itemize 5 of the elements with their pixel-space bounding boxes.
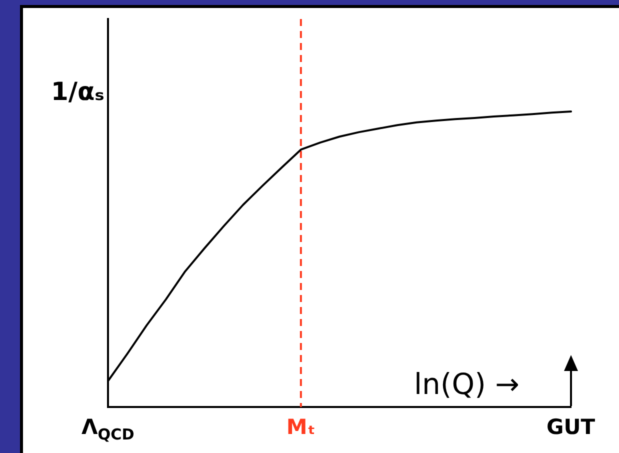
x-tick-label: Λ$_{QCD}$ [82, 415, 134, 444]
y-axis-title: 1/αₛ [51, 77, 104, 106]
x-axis-title: ln(Q) → [414, 367, 520, 401]
x-tick-label: GUT [546, 415, 596, 439]
x-tick-label: Mₜ [286, 415, 316, 439]
